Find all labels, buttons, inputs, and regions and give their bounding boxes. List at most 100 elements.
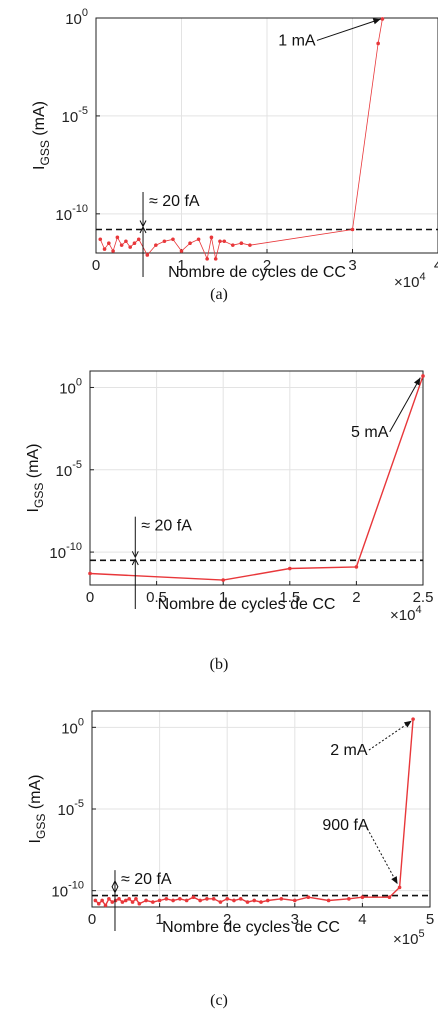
annotation-arrow-head <box>403 720 412 728</box>
x-axis-label: Nombre de cycles de CC <box>158 596 336 613</box>
data-point <box>162 239 167 244</box>
y-tick-label: 100 <box>65 7 88 28</box>
x-tick-label: 1 <box>155 911 163 928</box>
plot-frame <box>89 370 424 586</box>
data-point <box>179 249 184 253</box>
annotation-arrow-head <box>372 18 381 25</box>
data-point <box>205 257 209 261</box>
y-label-sub: GSS <box>32 483 46 508</box>
data-point <box>252 898 257 903</box>
y-axis-label: IGSS (mA) <box>25 444 46 513</box>
data-point <box>213 257 218 261</box>
caption: (a) <box>210 286 228 303</box>
y-tick-label: 10-5 <box>56 459 82 480</box>
data-point <box>221 578 225 582</box>
data-point <box>288 566 292 571</box>
data-point <box>205 897 209 901</box>
y-tick-exp: -10 <box>68 880 84 892</box>
data-point <box>211 897 216 901</box>
y-label-unit: (mA) <box>27 775 44 814</box>
data-point <box>306 895 311 899</box>
y-tick-base: 10 <box>62 109 79 126</box>
data-point <box>397 885 402 890</box>
data-point <box>411 717 415 721</box>
data-point <box>132 241 137 246</box>
x-tick-label: 5 <box>426 911 434 928</box>
data-point <box>360 895 365 899</box>
data-point <box>239 241 244 246</box>
annotation-label: ≈ 20 fA <box>149 193 200 210</box>
data-point <box>421 374 425 378</box>
y-label-main: I <box>25 508 42 512</box>
data-point <box>98 237 103 242</box>
x-tick-label: 1 <box>219 589 227 606</box>
y-label-unit: (mA) <box>25 444 42 483</box>
data-point <box>326 898 331 903</box>
x-multiplier-exp: 4 <box>419 271 425 283</box>
data-point <box>178 897 182 901</box>
y-label-sub: GSS <box>38 140 52 165</box>
x-tick-label: 0 <box>88 911 96 928</box>
data-point <box>279 897 284 901</box>
marker-arrow-up-head <box>111 879 119 888</box>
data-point <box>380 17 385 21</box>
annotation-label: 1 mA <box>278 32 316 49</box>
data-point <box>354 565 359 569</box>
y-label-unit: (mA) <box>31 101 48 140</box>
x-multiplier: ×104 <box>390 604 422 624</box>
y-tick-exp: -10 <box>72 203 88 215</box>
data-point <box>119 243 124 247</box>
data-point <box>387 895 392 899</box>
y-tick-base: 10 <box>55 207 72 224</box>
data-point <box>111 249 115 253</box>
x-tick-label: 1.5 <box>279 589 300 606</box>
data-point <box>128 245 132 249</box>
x-tick-label: 2 <box>223 911 231 928</box>
y-tick-label: 10-10 <box>55 203 88 224</box>
data-point <box>376 41 380 46</box>
data-point <box>100 898 104 903</box>
annotation-arrow-head <box>414 377 421 386</box>
data-point <box>248 243 252 247</box>
data-point <box>115 235 120 240</box>
data-point <box>103 903 108 908</box>
x-tick-label: 0 <box>92 257 100 274</box>
data-point <box>232 898 236 903</box>
x-tick-label: 3 <box>348 257 356 274</box>
x-multiplier-base: ×10 <box>390 607 415 624</box>
data-point <box>259 900 263 904</box>
x-tick-label: 0.5 <box>146 589 167 606</box>
data-point <box>231 243 235 247</box>
x-multiplier: ×104 <box>394 271 426 291</box>
y-tick-base: 10 <box>65 11 82 28</box>
x-multiplier-exp: 4 <box>415 604 421 616</box>
x-tick-label: 4 <box>358 911 366 928</box>
data-point <box>225 897 229 901</box>
y-tick-exp: -5 <box>72 459 82 471</box>
x-tick-label: 4 <box>434 257 438 274</box>
data-point <box>188 241 192 246</box>
x-tick-label: 3 <box>291 911 299 928</box>
y-tick-label: 100 <box>61 716 84 737</box>
data-point <box>107 241 111 246</box>
data-point <box>113 898 118 903</box>
y-tick-base: 10 <box>61 720 78 737</box>
series-line <box>89 375 424 581</box>
marker-arrow-up-head <box>131 557 139 566</box>
annotation-label: 2 mA <box>330 742 368 759</box>
y-tick-exp: -5 <box>78 105 88 117</box>
annotation-arrow <box>365 824 398 885</box>
data-point <box>265 898 270 903</box>
data-point <box>124 898 128 903</box>
data-point <box>293 898 297 903</box>
data-point <box>238 897 243 901</box>
data-point <box>171 237 175 242</box>
data-point <box>222 239 227 244</box>
data-point <box>347 897 351 901</box>
data-point <box>136 237 141 242</box>
caption: (c) <box>210 992 228 1009</box>
x-tick-label: 2.5 <box>413 589 434 606</box>
